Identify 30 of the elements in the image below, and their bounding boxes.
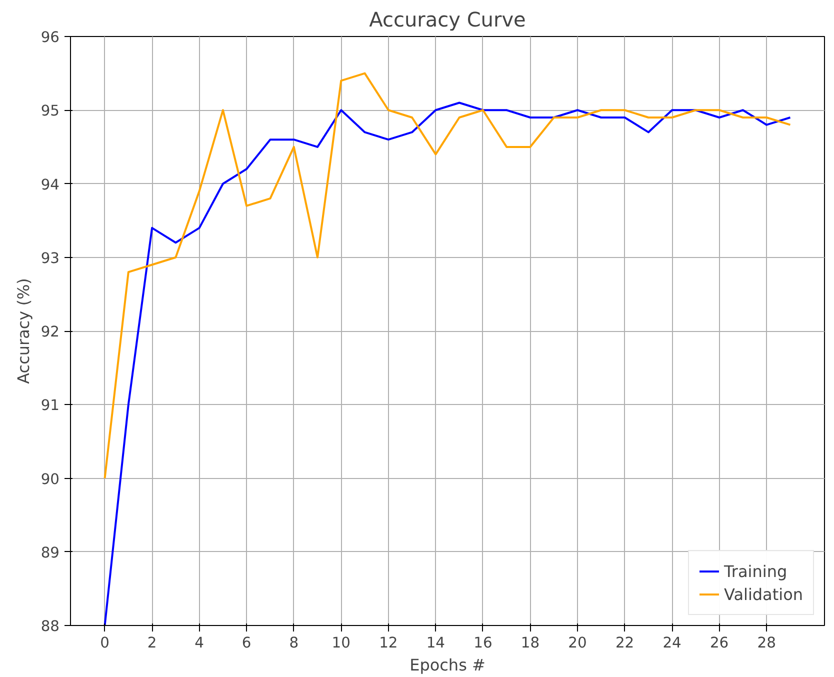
x-tick-label: 18 xyxy=(520,634,540,652)
x-tick-label: 16 xyxy=(474,634,492,652)
x-tick-label: 6 xyxy=(242,634,252,652)
y-tick-label: 89 xyxy=(40,544,60,562)
y-tick-label: 91 xyxy=(40,397,60,414)
line-series xyxy=(104,72,792,480)
x-tick-label: 24 xyxy=(662,634,682,652)
x-tick-label: 26 xyxy=(710,634,729,652)
x-tick-label: 2 xyxy=(147,634,157,652)
chart-title: Accuracy Curve xyxy=(369,8,526,32)
x-tick-label: 0 xyxy=(100,634,110,652)
x-tick-label: 12 xyxy=(379,634,398,652)
x-axis-title: Epochs # xyxy=(410,656,486,674)
x-tick-label: 10 xyxy=(332,634,350,652)
y-tick-label: 88 xyxy=(40,618,60,635)
x-tick-label: 4 xyxy=(194,634,204,652)
x-tick-label: 20 xyxy=(568,634,587,652)
x-tick-label: 22 xyxy=(615,634,634,652)
x-tick-label: 8 xyxy=(289,634,299,652)
y-tick-label: 90 xyxy=(40,470,60,488)
y-tick-label: 92 xyxy=(40,324,60,340)
y-tick-label: 95 xyxy=(40,102,60,120)
legend-label: Training xyxy=(724,562,788,580)
y-tick-label: 96 xyxy=(40,29,60,46)
y-tick-label: 94 xyxy=(40,176,60,194)
x-tick-label: 14 xyxy=(426,634,446,652)
x-tick-label: 28 xyxy=(757,634,776,652)
y-axis-title: Accuracy (%) xyxy=(14,278,33,384)
y-tick-label: 93 xyxy=(40,250,60,267)
legend-label: Validation xyxy=(724,584,803,604)
